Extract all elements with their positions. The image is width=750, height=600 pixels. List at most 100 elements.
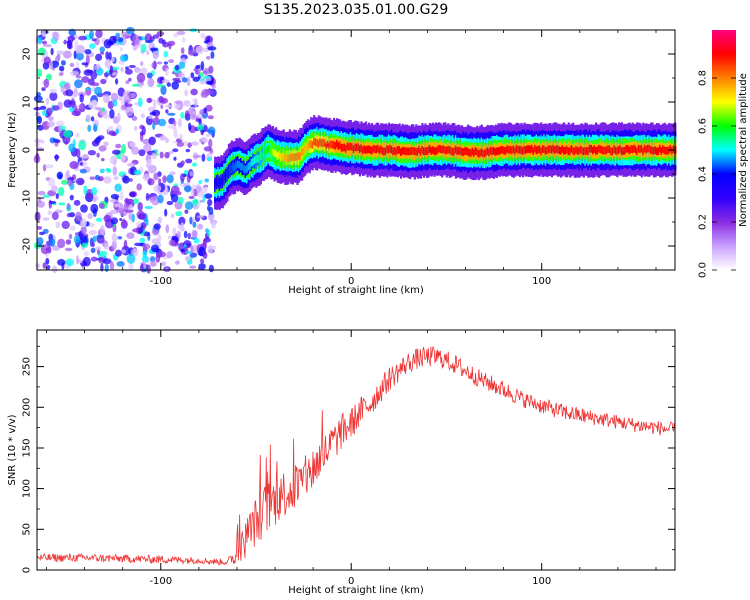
spectrogram-noise-blob	[146, 158, 152, 167]
spectrogram-ridge-cell	[588, 144, 592, 153]
spectrogram-noise-blob	[79, 169, 87, 174]
spectrogram-ridge-cell	[546, 146, 549, 155]
spectrogram-noise-blob	[57, 186, 65, 197]
spectrogram-ridge-cell	[304, 145, 307, 154]
spectrogram-ridge-cell	[433, 147, 436, 155]
spectrogram-noise-blob	[92, 197, 97, 203]
spectrogram-noise-blob	[180, 160, 185, 166]
spectrogram-noise-blob	[207, 115, 214, 120]
spectrogram-noise-blob	[204, 193, 213, 200]
spectrogram-noise-blob	[68, 233, 73, 240]
spectrogram-noise-blob	[109, 199, 118, 203]
spectrogram-noise-blob	[131, 146, 140, 155]
spectrogram-ridge-cell	[617, 146, 621, 154]
spectrogram-noise-blob	[172, 227, 177, 237]
spectrogram-ridge-cell	[474, 147, 477, 155]
spectrogram-noise-blob	[174, 80, 182, 83]
spectrogram-noise-blob	[198, 179, 203, 185]
spectrogram-noise-blob	[192, 230, 198, 238]
spectrogram-ridge-cell	[596, 146, 599, 155]
spectrogram-ridge-cell	[634, 145, 637, 154]
spectrogram-noise-blob	[103, 39, 112, 49]
spectrogram-ridge-cell	[483, 149, 486, 158]
spectrogram-ridge-cell	[342, 143, 345, 152]
spectrogram-ridge-cell	[401, 147, 404, 155]
spectrogram-noise-blob	[188, 122, 192, 131]
spectrogram-noise-blob	[47, 116, 55, 121]
spectrogram-noise-blob	[179, 133, 183, 141]
spectrogram-noise-blob	[151, 152, 157, 160]
spectrogram-noise-blob	[47, 210, 52, 216]
spectrogram-noise-blob	[123, 239, 128, 250]
spectrogram-noise-blob	[147, 178, 155, 186]
y-tick-label: 0	[22, 567, 33, 573]
spectrogram-noise-blob	[121, 143, 127, 154]
spectrogram-noise-blob	[132, 45, 138, 51]
spectrogram-ridge-cell	[412, 146, 415, 155]
spectrogram-noise-blob	[151, 61, 158, 69]
spectrogram-noise-blob	[128, 64, 136, 69]
spectrogram-ridge-cell	[267, 144, 270, 153]
spectrogram-noise-blob	[188, 49, 196, 56]
spectrogram-ridge-cell	[436, 146, 439, 154]
spectrogram-ridge-cell	[616, 147, 619, 155]
spectrogram-noise-blob	[108, 51, 112, 61]
spectrogram-ridge-cell	[432, 146, 435, 154]
spectrogram-noise-blob	[87, 150, 96, 156]
spectrogram-noise-blob	[184, 201, 194, 210]
spectrogram-ridge-cell	[279, 153, 282, 162]
x-tick-label: -100	[149, 576, 172, 587]
spectrogram-noise-blob	[124, 209, 134, 213]
spectrogram-ridge-cell	[491, 147, 494, 156]
spectrogram-ridge-cell	[218, 178, 221, 187]
spectrogram-ridge-cell	[247, 162, 250, 171]
spectrogram-noise-blob	[175, 211, 183, 217]
spectrogram-noise-blob	[152, 122, 156, 130]
spectrogram-ridge-cell	[343, 143, 346, 152]
spectrogram-noise-blob	[46, 107, 53, 116]
spectrogram-noise-blob	[115, 128, 120, 135]
spectrogram-noise-blob	[52, 105, 60, 111]
spectrogram-ridge-cell	[378, 146, 381, 155]
spectrogram-noise-blob	[160, 85, 167, 96]
spectrogram-ridge-cell	[453, 148, 456, 156]
spectrogram-noise-blob	[95, 29, 103, 39]
spectrogram-noise-blob	[197, 223, 203, 230]
spectrogram-noise-blob	[117, 112, 121, 122]
spectrogram-noise-blob	[177, 118, 182, 128]
spectrogram-noise-blob	[35, 153, 40, 163]
spectrogram-noise-blob	[168, 59, 175, 64]
spectrogram-ridge-cell	[322, 139, 325, 147]
spectrogram-ridge-cell	[435, 147, 438, 156]
spectrogram-noise-blob	[94, 174, 100, 181]
spectrogram-noise-blob	[173, 156, 177, 161]
spectrogram-noise-blob	[140, 113, 145, 118]
spectrogram-noise-blob	[184, 255, 191, 262]
spectrogram-noise-blob	[211, 221, 217, 229]
spectrogram-noise-blob	[155, 113, 159, 118]
spectrogram-noise-blob	[43, 44, 53, 48]
spectrogram-ridge-cell	[515, 144, 518, 153]
spectrogram-noise-blob	[131, 83, 140, 87]
spectrogram-noise-blob	[70, 225, 76, 231]
spectrogram-noise-blob	[119, 190, 124, 201]
spectrogram-noise-blob	[169, 171, 176, 176]
spectrogram-noise-blob	[64, 83, 70, 90]
spectrogram-noise-blob	[36, 237, 44, 246]
spectrogram-ridge-cell	[479, 149, 482, 158]
spectrogram-noise-blob	[185, 148, 190, 153]
spectrogram-noise-blob	[184, 89, 189, 97]
spectrogram-noise-blob	[68, 28, 76, 37]
spectrogram-noise-blob	[201, 136, 208, 143]
spectrogram-noise-blob	[75, 132, 80, 138]
spectrogram-ridge-cell	[317, 140, 320, 148]
spectrogram-ridge-cell	[424, 147, 427, 156]
spectrogram-ridge-cell	[293, 153, 296, 162]
spectrogram-ridge-cell	[294, 153, 298, 161]
spectrogram-noise-blob	[198, 118, 202, 126]
spectrogram-noise-blob	[141, 255, 149, 263]
spectrogram-noise-blob	[165, 224, 170, 233]
spectrogram-noise-blob	[184, 110, 190, 119]
spectrogram-noise-blob	[113, 176, 119, 181]
